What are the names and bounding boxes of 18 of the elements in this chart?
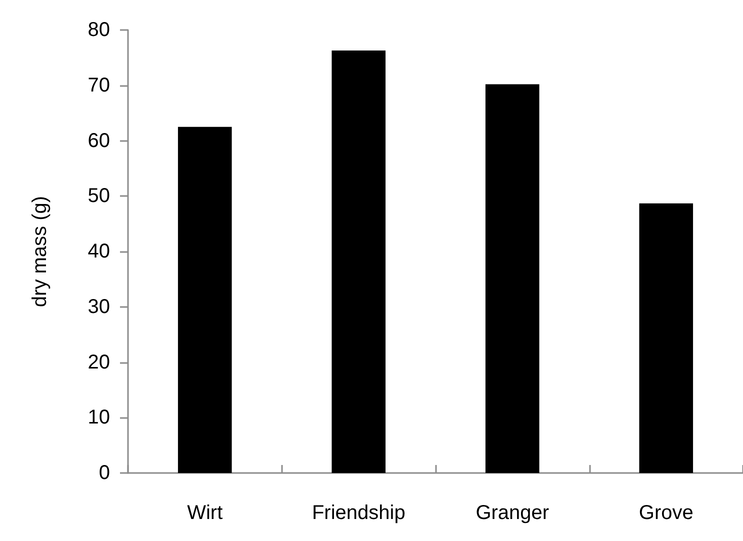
bar [178,126,232,473]
y-tick-label: 60 [88,130,110,152]
y-tick-label: 0 [98,462,110,484]
y-tick-label: 30 [88,296,110,318]
x-tick-label: Friendship [312,502,406,524]
bar [639,203,694,473]
x-tick-label: Granger [476,502,550,524]
y-tick-label: 40 [88,240,110,262]
y-tick-label: 80 [88,19,110,41]
x-tick-label: Grove [638,502,694,524]
bar [332,50,386,473]
x-tick-label: Wirt [187,502,224,524]
bar [485,84,540,473]
y-axis-title: dry mass (g) [29,196,51,308]
y-tick-label: 50 [88,185,110,208]
y-tick-label: 70 [88,74,110,96]
y-tick-label: 10 [88,406,110,429]
y-tick-label: 20 [88,351,110,374]
